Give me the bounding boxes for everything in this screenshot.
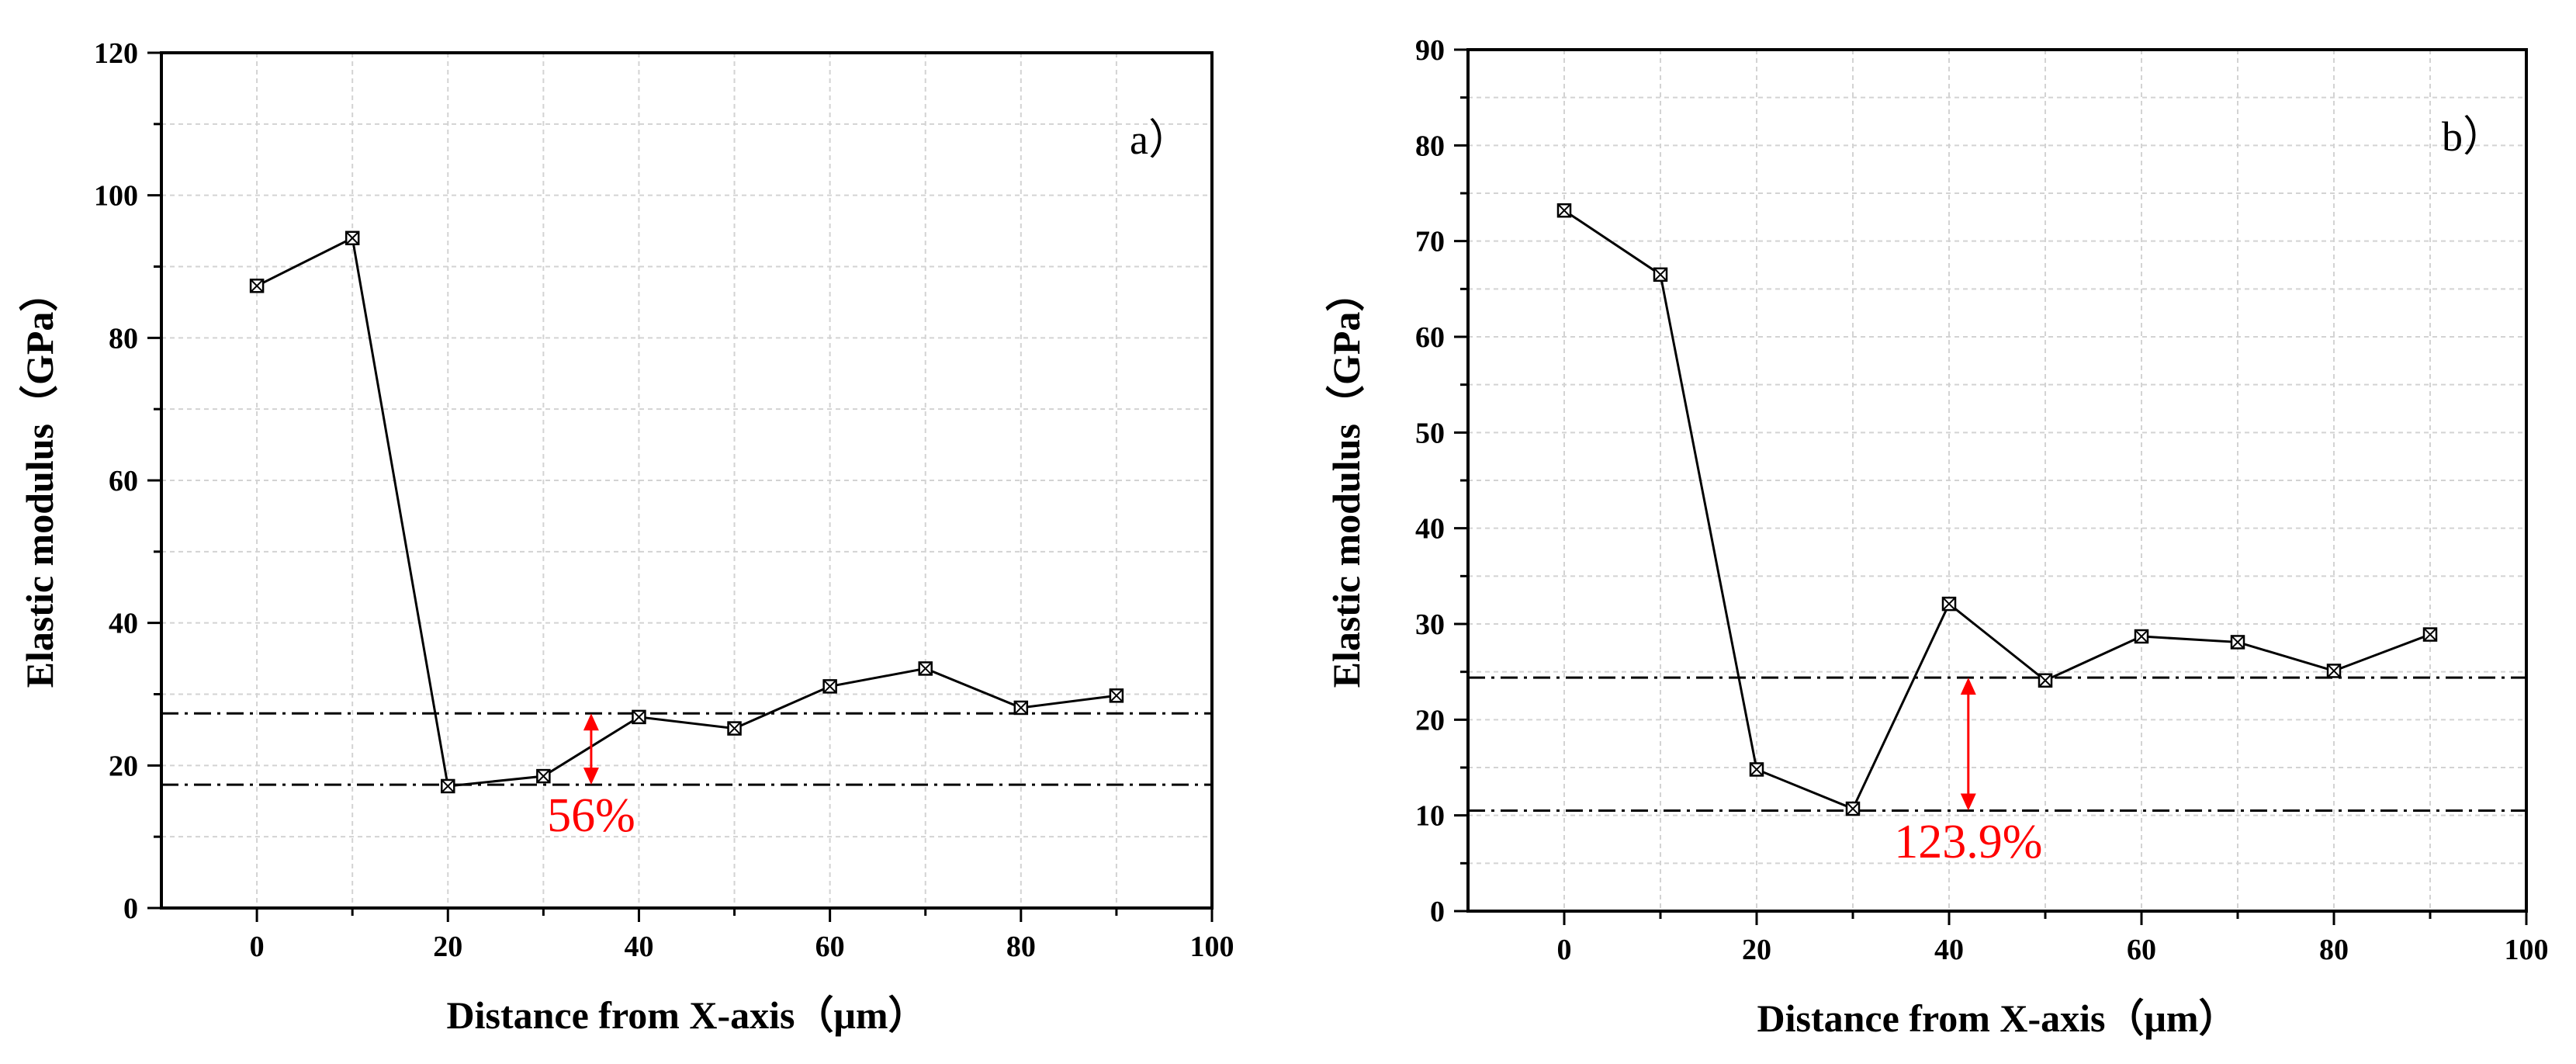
percent-annotation: 56%	[547, 789, 635, 842]
reference-lines	[1468, 676, 2526, 812]
data-point-cross	[441, 779, 455, 793]
y-tick-label: 100	[94, 180, 138, 213]
y-axis-title: Elastic modulus（GPa）	[18, 273, 61, 688]
data-point-cross	[1846, 802, 1860, 816]
difference-arrow	[1960, 678, 1976, 811]
y-tick-label: 70	[1415, 226, 1445, 258]
y-tick-label: 30	[1415, 608, 1445, 641]
data-point-cross	[1750, 762, 1764, 777]
y-tick-label: 40	[109, 608, 138, 640]
reference-lines	[161, 712, 1212, 786]
arrow-head-bottom	[1960, 793, 1976, 811]
grid-lines	[161, 53, 1213, 908]
data-point-cross	[727, 721, 742, 736]
arrow-head-top	[1960, 678, 1976, 695]
x-tick-label: 20	[433, 931, 462, 963]
data-point-cross	[919, 661, 933, 676]
data-series	[1563, 209, 2431, 810]
data-point-cross	[1014, 701, 1028, 715]
data-point-cross	[345, 231, 359, 245]
data-point	[1013, 700, 1029, 716]
data-point-cross	[1110, 688, 1124, 703]
data-point-cross	[250, 279, 264, 293]
y-tick-label: 40	[1415, 513, 1445, 546]
data-point-cross	[536, 769, 551, 783]
y-tick-label: 60	[1415, 321, 1445, 354]
data-point	[2422, 627, 2438, 642]
x-tick-label: 100	[2505, 934, 2549, 966]
y-tick-label: 90	[1415, 34, 1445, 67]
y-tick-label: 60	[109, 465, 138, 497]
data-point-cross	[1942, 597, 1956, 611]
grid-lines	[1468, 50, 2527, 911]
axis-ticks: 0 20 40 60 80 100 0 10 20 30 40 50 60 70 80 90	[1415, 34, 2549, 966]
data-point	[727, 721, 742, 736]
y-tick-label: 80	[1415, 130, 1445, 162]
y-tick-label: 0	[1430, 896, 1445, 928]
x-tick-label: 0	[1557, 934, 1572, 966]
data-point	[536, 768, 551, 784]
data-markers	[249, 230, 1124, 794]
x-axis-title: Distance from X-axis（μm）	[1757, 996, 2238, 1040]
data-point	[441, 778, 455, 794]
data-point	[2326, 664, 2342, 678]
data-point-cross	[2135, 629, 2148, 643]
data-point-cross	[2327, 664, 2341, 678]
panel-label: a）	[1130, 116, 1190, 163]
chart-panel-a: 0 20 40 60 80 100 0 20 40 60 80 100 120 a） 56% Dista…	[18, 37, 1234, 1037]
data-point	[1845, 801, 1861, 816]
x-tick-label: 20	[1742, 934, 1771, 966]
x-tick-label: 80	[2319, 934, 2349, 966]
x-tick-label: 100	[1190, 931, 1234, 963]
axis-ticks: 0 20 40 60 80 100 0 20 40 60 80 100 120	[94, 37, 1234, 963]
data-point-cross	[822, 679, 837, 694]
data-point-cross	[2231, 635, 2245, 650]
panel-label: b）	[2442, 113, 2505, 160]
arrow-head-top	[583, 713, 599, 731]
data-point	[2230, 635, 2245, 650]
y-tick-label: 80	[109, 322, 138, 355]
data-point	[2038, 673, 2053, 688]
y-axis-title: Elastic modulus（GPa）	[1324, 273, 1368, 688]
data-point-cross	[1653, 268, 1667, 282]
x-axis-title: Distance from X-axis（μm）	[447, 993, 927, 1037]
data-point-cross	[632, 710, 646, 724]
difference-arrow	[583, 713, 599, 785]
data-point	[918, 661, 933, 676]
x-tick-label: 40	[1934, 934, 1964, 966]
series-line	[256, 236, 1117, 788]
x-tick-label: 60	[2127, 934, 2156, 966]
data-point-cross	[2038, 674, 2052, 688]
data-markers	[1556, 203, 2438, 816]
data-point	[1556, 203, 1572, 218]
series-line	[1563, 209, 2431, 810]
chart-panel-b: 0 20 40 60 80 100 0 10 20 30 40 50 60 70 80 90 b） 123.9…	[1324, 34, 2549, 1040]
data-point	[249, 279, 265, 293]
data-point	[1653, 267, 1668, 282]
data-point-cross	[2423, 627, 2437, 642]
y-tick-label: 50	[1415, 417, 1445, 449]
data-point	[1109, 688, 1124, 703]
y-tick-label: 20	[109, 750, 138, 782]
x-tick-label: 60	[815, 931, 845, 963]
data-point	[345, 230, 360, 246]
data-point	[822, 679, 837, 694]
x-tick-label: 40	[624, 931, 653, 963]
data-point	[1749, 762, 1764, 777]
y-tick-label: 10	[1415, 800, 1445, 833]
x-tick-label: 80	[1006, 931, 1036, 963]
data-point	[1941, 596, 1957, 612]
y-tick-label: 0	[123, 892, 138, 925]
y-tick-label: 120	[94, 37, 138, 70]
x-tick-label: 0	[250, 931, 265, 963]
percent-annotation: 123.9%	[1894, 816, 2042, 868]
data-series	[256, 236, 1117, 788]
data-point-cross	[1557, 203, 1571, 217]
arrow-head-bottom	[583, 768, 599, 785]
data-point	[632, 709, 646, 725]
y-tick-label: 20	[1415, 704, 1445, 736]
data-point	[2134, 629, 2149, 644]
